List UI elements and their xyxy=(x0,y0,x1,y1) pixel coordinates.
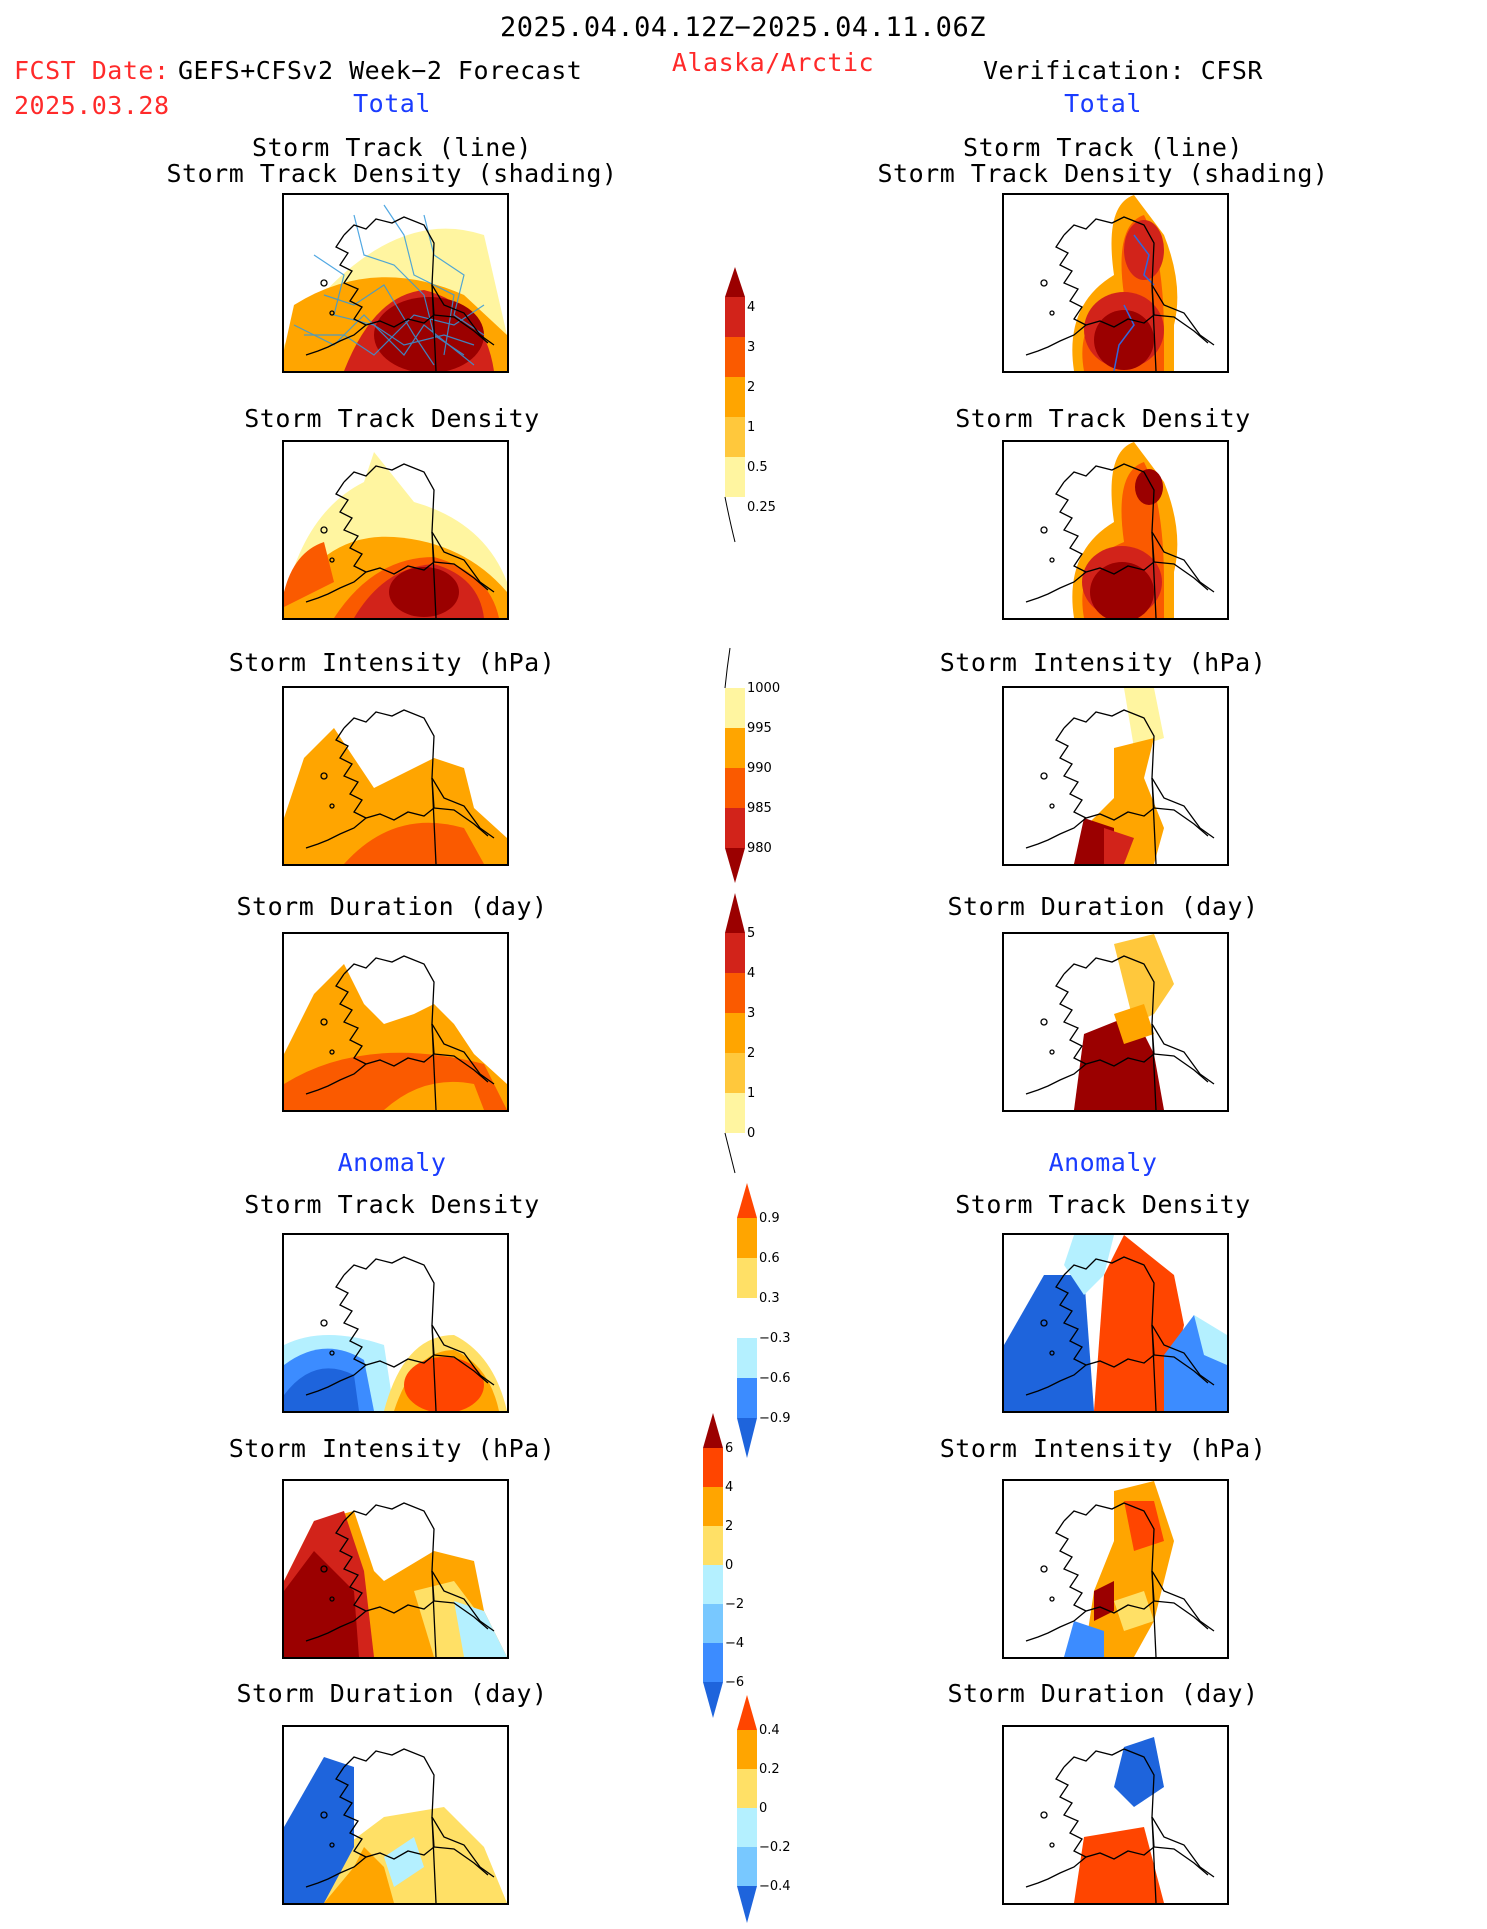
colorbar-intensity-anom: 6 4 2 0 −2 −4 −6 xyxy=(703,1413,763,1727)
svg-text:−2: −2 xyxy=(725,1597,744,1612)
svg-text:−0.6: −0.6 xyxy=(759,1371,791,1386)
svg-text:0.2: 0.2 xyxy=(759,1762,780,1777)
anomaly-section-right: Anomaly xyxy=(1048,1148,1158,1177)
svg-text:−0.4: −0.4 xyxy=(759,1879,791,1894)
verification-label: Verification: CFSR xyxy=(983,56,1263,85)
svg-text:1: 1 xyxy=(747,420,755,435)
map-panel-verif-duration-anom xyxy=(1002,1725,1229,1905)
title-intensity-right: Storm Intensity (hPa) xyxy=(939,648,1267,677)
svg-text:0.3: 0.3 xyxy=(759,1291,780,1306)
colorbar-intensity-total: 1000 995 990 985 980 xyxy=(724,647,785,892)
svg-text:0: 0 xyxy=(725,1558,733,1573)
title-density-left: Storm Track Density xyxy=(244,404,540,433)
svg-text:0.25: 0.25 xyxy=(747,500,776,515)
svg-text:2: 2 xyxy=(747,1046,755,1061)
svg-text:1000: 1000 xyxy=(747,681,780,696)
title-duration-anom-right: Storm Duration (day) xyxy=(947,1679,1259,1708)
title-track-line-right: Storm Track (line) xyxy=(963,133,1243,162)
map-panel-fcst-intensity xyxy=(282,686,509,866)
total-section-left: Total xyxy=(353,89,431,118)
svg-text:3: 3 xyxy=(747,340,755,355)
map-panel-verif-density-anom xyxy=(1002,1233,1229,1413)
map-panel-fcst-duration-anom xyxy=(282,1725,509,1905)
region-title: Alaska/Arctic xyxy=(671,48,875,77)
map-panel-fcst-track xyxy=(282,193,509,373)
svg-text:995: 995 xyxy=(747,721,772,736)
svg-text:4: 4 xyxy=(725,1480,733,1495)
svg-text:−0.2: −0.2 xyxy=(759,1840,791,1855)
colorbar-density-total: 4 3 2 1 0.5 0.25 xyxy=(724,267,785,551)
title-intensity-anom-left: Storm Intensity (hPa) xyxy=(228,1434,556,1463)
fcst-date-value: 2025.03.28 xyxy=(14,91,170,120)
title-density-anom-left: Storm Track Density xyxy=(244,1190,540,1219)
svg-text:3: 3 xyxy=(747,1006,755,1021)
map-panel-verif-track xyxy=(1002,193,1229,373)
colorbar-duration-anom: 0.4 0.2 0 −0.2 −0.4 xyxy=(737,1695,797,1929)
map-panel-fcst-duration xyxy=(282,932,509,1112)
svg-text:−0.9: −0.9 xyxy=(759,1411,791,1426)
svg-text:−6: −6 xyxy=(725,1675,744,1690)
svg-text:980: 980 xyxy=(747,841,772,856)
title-intensity-left: Storm Intensity (hPa) xyxy=(228,648,556,677)
title-duration-right: Storm Duration (day) xyxy=(947,892,1259,921)
title-track-line-left: Storm Track (line) xyxy=(252,133,532,162)
colorbar-density-total-svg: 4 3 2 1 0.5 0.25 xyxy=(724,267,776,543)
title-density-anom-right: Storm Track Density xyxy=(955,1190,1251,1219)
svg-text:2: 2 xyxy=(747,380,755,395)
map-panel-fcst-density-anom xyxy=(282,1233,509,1413)
title-density-right: Storm Track Density xyxy=(955,404,1251,433)
svg-text:−0.3: −0.3 xyxy=(759,1331,791,1346)
svg-text:−4: −4 xyxy=(725,1636,744,1651)
svg-text:2: 2 xyxy=(725,1519,733,1534)
map-panel-verif-intensity xyxy=(1002,686,1229,866)
map-panel-verif-intensity-anom xyxy=(1002,1479,1229,1659)
map-panel-fcst-intensity-anom xyxy=(282,1479,509,1659)
period-title: 2025.04.04.12Z−2025.04.11.06Z xyxy=(500,12,986,43)
svg-text:0.6: 0.6 xyxy=(759,1251,780,1266)
svg-text:0.4: 0.4 xyxy=(759,1723,780,1738)
svg-text:0: 0 xyxy=(747,1126,755,1141)
svg-text:6: 6 xyxy=(725,1441,733,1456)
map-panel-fcst-density xyxy=(282,440,509,620)
title-track-shading-left: Storm Track Density (shading) xyxy=(166,159,618,188)
svg-text:5: 5 xyxy=(747,926,755,941)
colorbar-density-anom: 0.9 0.6 0.3 −0.3 −0.6 −0.9 xyxy=(737,1183,797,1467)
title-duration-left: Storm Duration (day) xyxy=(236,892,548,921)
svg-text:0.9: 0.9 xyxy=(759,1211,780,1226)
total-section-right: Total xyxy=(1064,89,1142,118)
title-duration-anom-left: Storm Duration (day) xyxy=(236,1679,548,1708)
svg-text:0: 0 xyxy=(759,1801,767,1816)
map-panel-verif-duration xyxy=(1002,932,1229,1112)
title-track-shading-right: Storm Track Density (shading) xyxy=(877,159,1329,188)
svg-text:4: 4 xyxy=(747,966,755,981)
svg-text:1: 1 xyxy=(747,1086,755,1101)
title-intensity-anom-right: Storm Intensity (hPa) xyxy=(939,1434,1267,1463)
svg-text:0.5: 0.5 xyxy=(747,460,768,475)
svg-text:4: 4 xyxy=(747,300,755,315)
fcst-date-label: FCST Date: xyxy=(14,56,170,85)
map-panel-verif-density xyxy=(1002,440,1229,620)
fcst-model: GEFS+CFSv2 Week−2 Forecast xyxy=(178,56,583,85)
anomaly-section-left: Anomaly xyxy=(337,1148,447,1177)
colorbar-duration-total: 5 4 3 2 1 0 xyxy=(724,893,785,1177)
svg-text:985: 985 xyxy=(747,801,772,816)
svg-text:990: 990 xyxy=(747,761,772,776)
